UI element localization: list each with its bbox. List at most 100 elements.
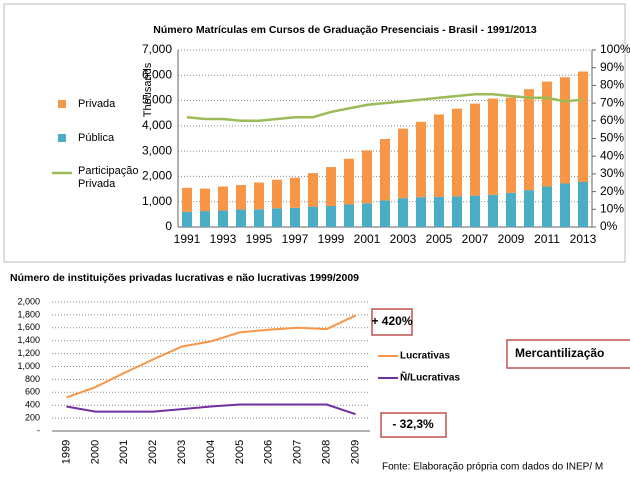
x-tick-label: 1995 [246, 232, 273, 246]
bar [308, 173, 318, 207]
source: Fonte: Elaboração própria com dados do I… [382, 462, 603, 473]
bar [236, 185, 246, 210]
bar [326, 167, 336, 207]
bar [434, 114, 444, 197]
bar [434, 196, 444, 227]
bar [182, 211, 192, 227]
annotation-box [380, 412, 447, 438]
bar [290, 207, 300, 227]
chart-title: Número Matrículas em Cursos de Graduação… [153, 24, 537, 36]
bar [470, 195, 480, 227]
y2-tick-label: 70% [600, 95, 624, 109]
bar [254, 209, 264, 227]
bar [200, 211, 210, 227]
x-tick-label: 1997 [282, 232, 309, 246]
x-tick-label: 2005 [426, 232, 453, 246]
annotation: - 32,3% [392, 417, 434, 431]
bar [308, 206, 318, 227]
y2-tick-label: 80% [600, 78, 624, 92]
y2-tick-label: 90% [600, 60, 624, 74]
line [186, 93, 584, 123]
x-tick-label: 2001 [354, 232, 381, 246]
bar [560, 183, 570, 227]
y2-tick-label: 60% [600, 113, 624, 127]
y2-tick-label: 40% [600, 148, 624, 162]
bar [218, 186, 228, 211]
legend-label: Pública [78, 132, 115, 144]
y-axis-label: Thousands [142, 62, 154, 117]
bar [200, 188, 210, 212]
legend-label: Lucrativas [400, 351, 450, 362]
bar [488, 98, 498, 195]
bar [452, 108, 462, 197]
bar [236, 209, 246, 227]
y-tick-label: 800 [25, 374, 40, 384]
bar [398, 128, 408, 199]
y2-tick-label: 50% [600, 131, 624, 145]
x-tick-label: 1991 [174, 232, 201, 246]
bar [380, 139, 390, 201]
bar [452, 196, 462, 227]
x-tick-label: 2003 [176, 440, 188, 464]
legend-text: Participação Privada [78, 165, 139, 190]
annotation: Mercantilização [515, 346, 604, 360]
x-tick-label: 2008 [321, 440, 333, 464]
bar [182, 187, 192, 212]
y-tick-label: 6,000 [142, 67, 172, 81]
y-tick-label: 5,000 [142, 93, 172, 107]
x-tick-label: 2011 [534, 232, 560, 246]
bar [362, 150, 372, 204]
bar [524, 190, 534, 227]
bar [290, 177, 300, 208]
annotation-box [371, 308, 413, 336]
y-tick-label: 1,400 [17, 335, 40, 345]
y-tick-label: 2,000 [142, 169, 172, 183]
y-tick-label: 1,600 [17, 322, 40, 332]
bar [560, 77, 570, 184]
x-tick-label: 2003 [390, 232, 417, 246]
y-tick-label: 600 [25, 387, 40, 397]
y2-tick-label: 30% [600, 166, 624, 180]
bar [326, 206, 336, 227]
y-tick-label: 3,000 [142, 143, 172, 157]
bar [578, 71, 588, 182]
y-tick-label: - [37, 425, 40, 435]
y-tick-label: 1,000 [17, 361, 40, 371]
y-tick-label: 1,000 [142, 194, 172, 208]
x-tick-label: 2013 [570, 232, 597, 246]
legend-label: Participação Privada [78, 165, 139, 190]
x-tick-label: 2002 [147, 440, 159, 464]
bar [272, 179, 282, 209]
y-tick-label: 200 [25, 412, 40, 422]
x-tick-label: 2004 [205, 440, 217, 464]
y2-tick-label: 20% [600, 184, 624, 198]
bar [416, 121, 426, 198]
y-tick-label: 4,000 [142, 118, 172, 132]
bar [344, 158, 354, 205]
y-tick-label: 7,000 [142, 42, 172, 56]
bar [542, 81, 552, 187]
bar [506, 192, 516, 227]
x-tick-label: 2009 [498, 232, 525, 246]
x-tick-label: 1999 [60, 440, 72, 464]
x-tick-label: 2001 [118, 440, 130, 464]
x-tick-label: 2005 [234, 440, 246, 464]
y-tick-label: 1,200 [17, 348, 40, 358]
y2-tick-label: 10% [600, 201, 624, 215]
bar [218, 210, 228, 227]
y2-tick-label: 0% [600, 219, 618, 233]
x-tick-label: 2007 [292, 440, 304, 464]
line [66, 314, 356, 399]
line [66, 403, 356, 416]
y-tick-label: 1,800 [17, 309, 40, 319]
bar [344, 204, 354, 227]
x-tick-label: 1999 [318, 232, 345, 246]
chart-frame [3, 3, 626, 263]
bar [506, 97, 516, 193]
bar [380, 200, 390, 227]
bar [398, 198, 408, 227]
bar [470, 103, 480, 196]
legend-swatch [58, 100, 66, 108]
legend-label: Privada [78, 98, 116, 110]
